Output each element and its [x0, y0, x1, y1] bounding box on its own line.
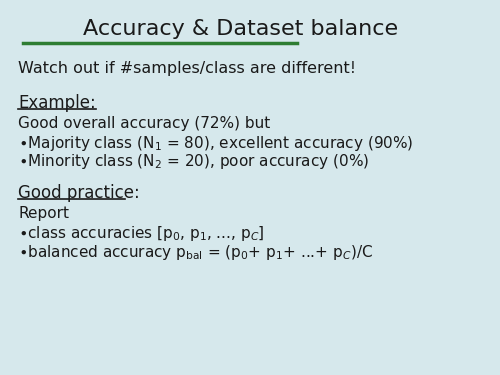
Text: Good practice:: Good practice: [18, 184, 140, 202]
Text: Example:: Example: [18, 94, 96, 112]
Text: Good overall accuracy (72%) but: Good overall accuracy (72%) but [18, 116, 270, 131]
Text: $\bullet$Majority class (N$_1$ = 80), excellent accuracy (90%): $\bullet$Majority class (N$_1$ = 80), ex… [18, 134, 414, 153]
Text: Report: Report [18, 206, 70, 221]
Text: Watch out if #samples/class are different!: Watch out if #samples/class are differen… [18, 61, 356, 76]
Text: $\bullet$Minority class (N$_2$ = 20), poor accuracy (0%): $\bullet$Minority class (N$_2$ = 20), po… [18, 152, 370, 171]
Text: $\bullet$balanced accuracy p$_{\rm bal}$ = (p$_0$+ p$_1$+ ...+ p$_C$)/C: $\bullet$balanced accuracy p$_{\rm bal}$… [18, 243, 374, 261]
Text: Accuracy & Dataset balance: Accuracy & Dataset balance [82, 19, 398, 39]
Text: $\bullet$class accuracies [p$_0$, p$_1$, ..., p$_C$]: $\bullet$class accuracies [p$_0$, p$_1$,… [18, 224, 265, 243]
